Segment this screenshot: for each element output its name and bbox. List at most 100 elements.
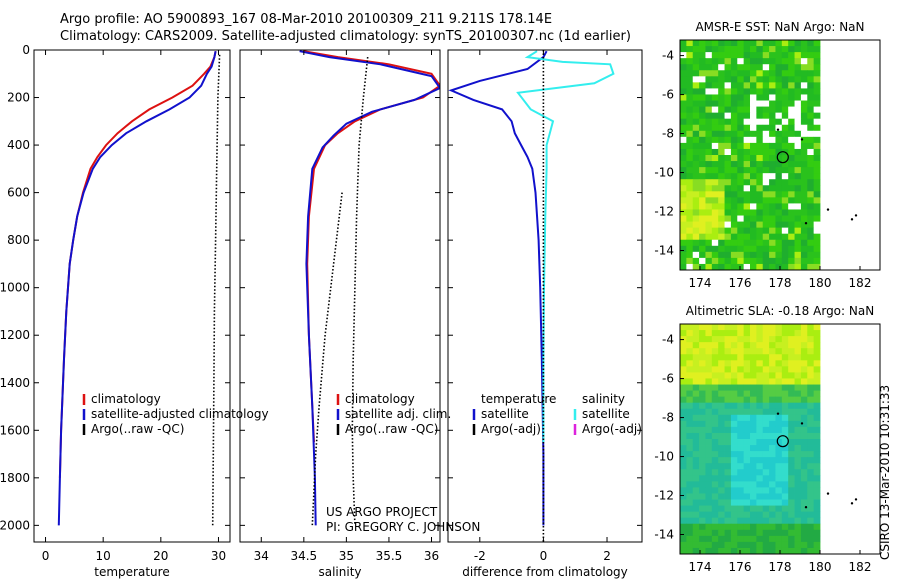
sla_map-cell	[737, 336, 745, 343]
sla_map-cell	[794, 384, 802, 391]
sst_map-cell	[711, 124, 719, 132]
sst_map-cell	[686, 58, 694, 65]
sla_map-cell	[769, 354, 776, 361]
sla_map-ytick-label: -4	[662, 333, 674, 347]
sla_map-cell	[705, 547, 713, 555]
sst_map-cell	[800, 130, 808, 138]
sst_map-cell	[686, 155, 694, 162]
sst_map-cell	[781, 239, 789, 247]
difference-xtick-label: 2	[603, 549, 611, 563]
sla_map-cell	[800, 390, 808, 398]
sla_map-ytick-label: -6	[662, 372, 674, 386]
sst_map-cell	[737, 130, 745, 138]
sst_map-cell	[705, 257, 713, 265]
sst_map-cell	[775, 167, 783, 174]
sst_map-cell	[711, 58, 719, 65]
sla_map-cell	[724, 360, 732, 367]
sst_map-cell	[794, 148, 802, 156]
sla_map-cell	[788, 342, 795, 349]
sst_map-cell	[680, 148, 687, 156]
sla_map-cell	[686, 426, 694, 434]
sla_map-cell	[711, 402, 719, 410]
sla_map-cell	[756, 384, 764, 391]
sla_map-cell	[794, 378, 802, 385]
sst_map-cell	[775, 203, 783, 210]
sla_map-cell	[769, 384, 776, 391]
sst_map-cell	[680, 64, 687, 71]
sst_map-cell	[705, 197, 713, 204]
sla_map-cell	[769, 408, 776, 416]
sla_map-cell	[686, 475, 694, 482]
sst_map-cell	[775, 227, 783, 235]
sst_map-cell	[807, 148, 815, 156]
sla_map-cell	[756, 360, 764, 367]
sla_map-cell	[711, 463, 719, 470]
sla_map-cell	[781, 451, 789, 458]
sst_map-cell	[788, 239, 795, 247]
sla_map-cell	[730, 408, 738, 416]
sla_map-cell	[794, 366, 802, 373]
sla_map-cell	[737, 469, 745, 476]
sla_map-cell	[788, 547, 795, 555]
sla_map-cell	[743, 439, 751, 446]
sst_map-cell	[711, 251, 719, 259]
sla_map-cell	[807, 523, 815, 531]
sla_map-cell	[686, 535, 694, 543]
sst_map-cell	[737, 148, 745, 156]
sst_map-cell	[769, 100, 776, 107]
sst_map-cell	[813, 40, 821, 47]
sla_map-cell	[781, 408, 789, 416]
sst_map-cell	[730, 124, 738, 132]
sst_map-cell	[724, 100, 732, 107]
sst_map-cell	[781, 209, 789, 216]
sla_map-cell	[724, 475, 732, 482]
sst_map-cell	[788, 46, 795, 53]
sst_map-cell	[718, 106, 725, 114]
sla_map-cell	[737, 499, 745, 506]
sst_map-cell	[730, 64, 738, 71]
sla_map-cell	[794, 511, 802, 519]
sst_map-cell	[762, 257, 770, 265]
sst_map-cell	[750, 94, 757, 101]
sst_map-cell	[737, 179, 745, 186]
sst_map-cell	[686, 148, 694, 156]
sla_map-cell	[781, 517, 789, 525]
sla_map-cell	[756, 535, 764, 543]
sla_map-cell	[692, 384, 700, 391]
sst_map-cell	[781, 82, 789, 89]
sla_map-cell	[794, 439, 802, 446]
sla_map-cell	[743, 432, 751, 440]
sla_map-cell	[788, 396, 795, 404]
sla_map-cell	[813, 390, 821, 398]
salinity-series-3	[311, 192, 343, 526]
sla_map-cell	[762, 396, 770, 404]
sst_map-cell	[756, 88, 764, 95]
sla_map-cell	[750, 493, 757, 500]
sla_map-cell	[800, 384, 808, 391]
sla_map-cell	[794, 396, 802, 404]
sst_map-cell	[705, 58, 713, 65]
sla_map-cell	[781, 529, 789, 537]
sla_map-cell	[686, 330, 694, 337]
sst_map-cell	[775, 46, 783, 53]
sla_map-cell	[730, 432, 738, 440]
sla_map-cell	[705, 426, 713, 434]
sla_map-cell	[813, 511, 821, 519]
sst_map-cell	[699, 245, 706, 253]
sla_map-cell	[788, 360, 795, 367]
sla_map-cell	[788, 541, 795, 549]
salinity-xtick-label: 36	[424, 549, 439, 563]
sla_map-cell	[686, 378, 694, 385]
sst_map-cell	[769, 203, 776, 210]
sst_map-cell	[737, 251, 745, 259]
sst_map-cell	[800, 263, 808, 271]
sla_map-cell	[769, 511, 776, 519]
sst_map-cell	[800, 70, 808, 77]
temperature-legend-item-0: climatology	[91, 392, 161, 406]
sst_map-cell	[813, 215, 821, 222]
sst_map-cell	[813, 100, 821, 107]
sst_map-cell	[813, 233, 821, 241]
sst_map-cell	[692, 112, 700, 120]
sla_map-cell	[699, 499, 706, 506]
sst_map-cell	[762, 142, 770, 150]
